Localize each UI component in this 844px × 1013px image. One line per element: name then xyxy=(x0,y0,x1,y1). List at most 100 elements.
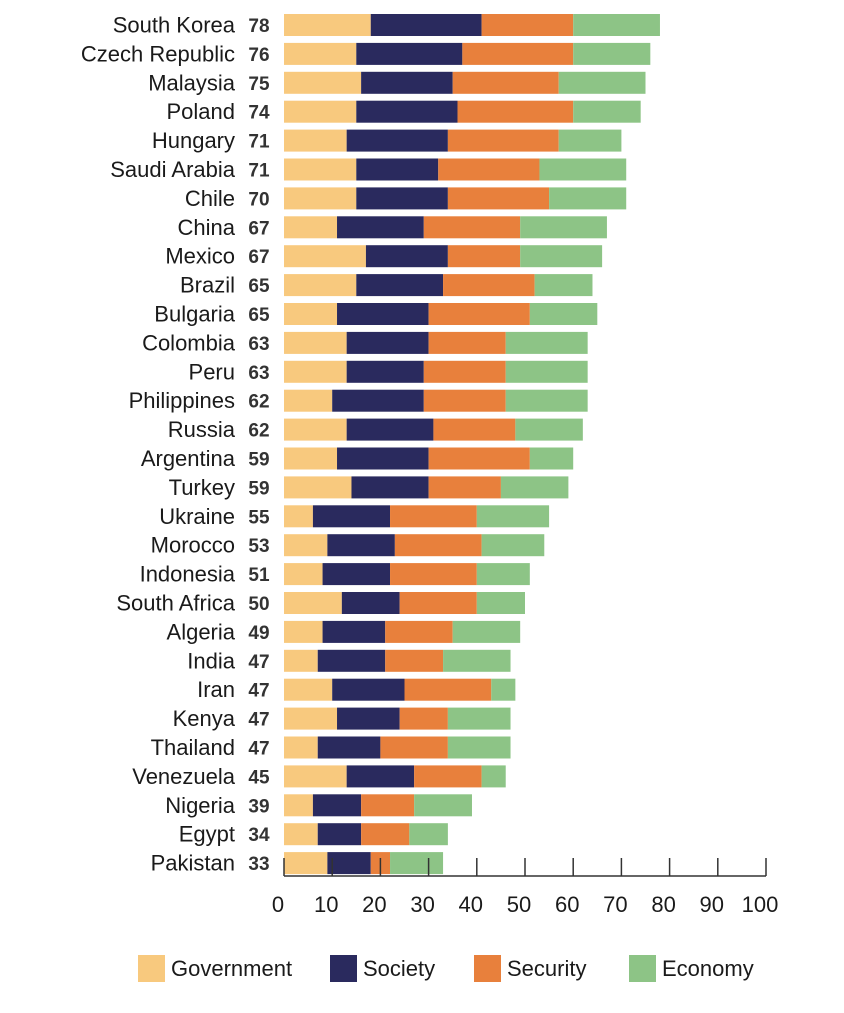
bar-morocco-society xyxy=(327,534,395,557)
bar-saudi-arabia-government xyxy=(284,158,357,181)
bar-colombia-security xyxy=(428,331,506,354)
country-label-venezuela: Venezuela xyxy=(132,764,236,789)
country-label-brazil: Brazil xyxy=(180,273,235,298)
bar-china-society xyxy=(337,216,424,239)
bar-kenya-government xyxy=(284,707,338,730)
bar-south-africa-economy xyxy=(476,592,525,614)
bar-venezuela-society xyxy=(346,765,415,788)
bar-india-government xyxy=(284,649,318,672)
bar-malaysia-security xyxy=(452,71,559,94)
bar-mexico-society xyxy=(365,245,448,268)
total-label-argentina: 59 xyxy=(248,450,269,471)
bar-bulgaria-economy xyxy=(529,303,598,325)
total-label-egypt: 34 xyxy=(248,825,270,846)
bar-thailand-economy xyxy=(447,736,511,759)
bar-philippines-security xyxy=(423,389,506,412)
country-label-ukraine: Ukraine xyxy=(159,504,235,529)
bar-czech-republic-government xyxy=(284,42,357,65)
country-label-peru: Peru xyxy=(189,359,235,384)
bar-pakistan-economy xyxy=(390,852,444,875)
legend-swatch-government xyxy=(138,955,165,982)
legend-label-society: Society xyxy=(363,956,435,981)
x-tick-label-10: 10 xyxy=(314,892,338,917)
bar-philippines-society xyxy=(332,389,424,412)
bar-bulgaria-government xyxy=(284,303,338,325)
bar-kenya-security xyxy=(399,707,448,730)
bar-india-society xyxy=(317,649,386,672)
bar-iran-economy xyxy=(491,678,516,701)
country-label-south-africa: South Africa xyxy=(116,591,235,616)
bar-russia-society xyxy=(346,418,434,441)
bar-philippines-government xyxy=(284,389,333,412)
country-label-china: China xyxy=(178,215,236,240)
bar-malaysia-government xyxy=(284,71,362,94)
bar-ukraine-society xyxy=(312,505,391,528)
category-labels: South Korea 78 Czech Republic 76 Malaysia 75 P… xyxy=(81,13,270,876)
total-label-kenya: 47 xyxy=(248,710,269,731)
bar-egypt-government xyxy=(284,823,318,846)
bar-turkey-society xyxy=(351,476,429,499)
bar-iran-government xyxy=(284,678,333,701)
bar-bulgaria-society xyxy=(337,303,429,325)
total-label-czech-republic: 76 xyxy=(248,45,269,66)
bar-india-security xyxy=(385,649,444,672)
bar-south-korea-society xyxy=(370,14,482,36)
bar-thailand-security xyxy=(380,736,448,759)
bar-poland-society xyxy=(356,100,458,123)
country-label-india: India xyxy=(187,648,235,673)
bar-saudi-arabia-security xyxy=(438,158,540,181)
country-label-nigeria: Nigeria xyxy=(165,793,235,818)
total-label-nigeria: 39 xyxy=(248,796,269,817)
bar-kenya-economy xyxy=(447,707,511,730)
bar-ukraine-economy xyxy=(476,505,550,528)
bar-kenya-society xyxy=(337,707,400,730)
bar-peru-society xyxy=(346,360,424,383)
bar-nigeria-society xyxy=(312,794,362,817)
total-label-china: 67 xyxy=(248,218,269,239)
country-label-pakistan: Pakistan xyxy=(151,851,235,876)
legend-label-government: Government xyxy=(171,956,292,981)
bar-chile-economy xyxy=(549,187,627,210)
total-label-morocco: 53 xyxy=(248,536,269,557)
bar-mexico-economy xyxy=(520,245,603,268)
bar-indonesia-security xyxy=(390,563,477,586)
total-label-thailand: 47 xyxy=(248,739,269,760)
bar-argentina-government xyxy=(284,447,338,470)
bar-algeria-society xyxy=(322,620,386,643)
country-label-indonesia: Indonesia xyxy=(140,562,236,587)
bar-south-korea-government xyxy=(284,14,371,36)
bar-hungary-government xyxy=(284,129,347,152)
bar-venezuela-government xyxy=(284,765,347,788)
bar-poland-security xyxy=(457,100,574,123)
country-label-algeria: Algeria xyxy=(167,619,236,644)
legend: Government Society Security Economy xyxy=(138,955,754,982)
bar-iran-society xyxy=(332,678,405,701)
bar-south-korea-security xyxy=(481,14,574,36)
country-label-malaysia: Malaysia xyxy=(148,70,236,95)
bar-venezuela-security xyxy=(414,765,482,788)
x-tick-label-100: 100 xyxy=(742,892,779,917)
total-label-ukraine: 55 xyxy=(248,507,270,528)
bar-ukraine-security xyxy=(390,505,477,528)
bar-colombia-government xyxy=(284,331,347,354)
legend-label-security: Security xyxy=(507,956,586,981)
x-tick-label-70: 70 xyxy=(603,892,627,917)
bar-egypt-economy xyxy=(409,823,448,846)
country-label-thailand: Thailand xyxy=(151,735,235,760)
country-label-morocco: Morocco xyxy=(151,533,235,558)
bars-layer xyxy=(284,14,660,875)
bar-iran-security xyxy=(404,678,492,701)
total-label-malaysia: 75 xyxy=(248,74,270,95)
bar-peru-economy xyxy=(505,360,588,383)
total-label-bulgaria: 65 xyxy=(248,305,270,326)
bar-morocco-security xyxy=(394,534,482,557)
bar-china-security xyxy=(423,216,521,239)
bar-indonesia-society xyxy=(322,563,391,586)
x-tick-label-40: 40 xyxy=(459,892,483,917)
bar-argentina-economy xyxy=(529,447,574,470)
total-label-india: 47 xyxy=(248,652,269,673)
bar-south-africa-security xyxy=(399,592,477,614)
bar-czech-republic-security xyxy=(462,42,574,65)
bar-russia-economy xyxy=(515,418,583,441)
